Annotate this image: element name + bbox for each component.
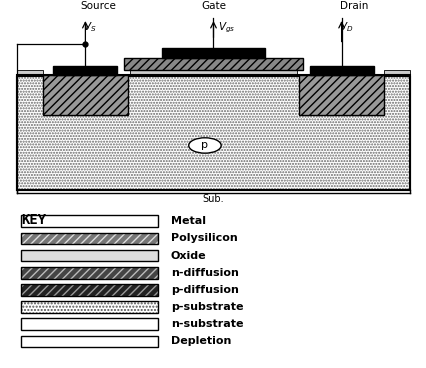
Bar xyxy=(21,250,158,261)
Bar xyxy=(21,267,158,279)
Bar xyxy=(21,318,158,330)
Bar xyxy=(17,70,43,75)
Bar xyxy=(21,301,158,313)
Text: Source: Source xyxy=(80,1,116,11)
Text: Polysilicon: Polysilicon xyxy=(170,233,237,244)
Text: p-diffusion: p-diffusion xyxy=(170,285,238,295)
Bar xyxy=(17,75,409,190)
Bar xyxy=(21,336,158,347)
Bar xyxy=(309,66,373,75)
Text: $V_S$: $V_S$ xyxy=(83,20,97,34)
Text: KEY: KEY xyxy=(21,213,46,227)
Text: Metal: Metal xyxy=(170,216,205,226)
Bar xyxy=(21,267,158,279)
Bar xyxy=(53,66,117,75)
Bar xyxy=(21,233,158,244)
Text: n-substrate: n-substrate xyxy=(170,319,243,329)
Text: Depletion: Depletion xyxy=(170,336,230,346)
Bar xyxy=(21,250,158,261)
Bar xyxy=(162,49,264,57)
Text: n-diffusion: n-diffusion xyxy=(170,268,238,278)
Bar xyxy=(21,318,158,330)
Text: Gate: Gate xyxy=(201,1,225,11)
Circle shape xyxy=(188,138,221,153)
Text: $V_D$: $V_D$ xyxy=(339,20,353,34)
Text: p: p xyxy=(201,141,208,151)
Bar xyxy=(43,75,128,115)
Text: Sub.: Sub. xyxy=(202,194,224,204)
Bar xyxy=(130,70,296,75)
Text: Oxide: Oxide xyxy=(170,251,206,261)
Text: $V_{gs}$: $V_{gs}$ xyxy=(217,20,235,35)
Bar xyxy=(17,77,409,190)
Bar xyxy=(124,57,302,70)
Bar xyxy=(21,336,158,347)
Bar xyxy=(21,284,158,296)
Bar xyxy=(21,216,158,227)
Text: p-substrate: p-substrate xyxy=(170,302,243,312)
Bar xyxy=(21,233,158,244)
Bar xyxy=(17,77,409,190)
Bar xyxy=(298,75,383,115)
Text: Drain: Drain xyxy=(340,1,368,11)
Bar xyxy=(21,284,158,296)
Bar xyxy=(21,301,158,313)
Bar xyxy=(383,70,409,75)
Bar xyxy=(21,216,158,227)
